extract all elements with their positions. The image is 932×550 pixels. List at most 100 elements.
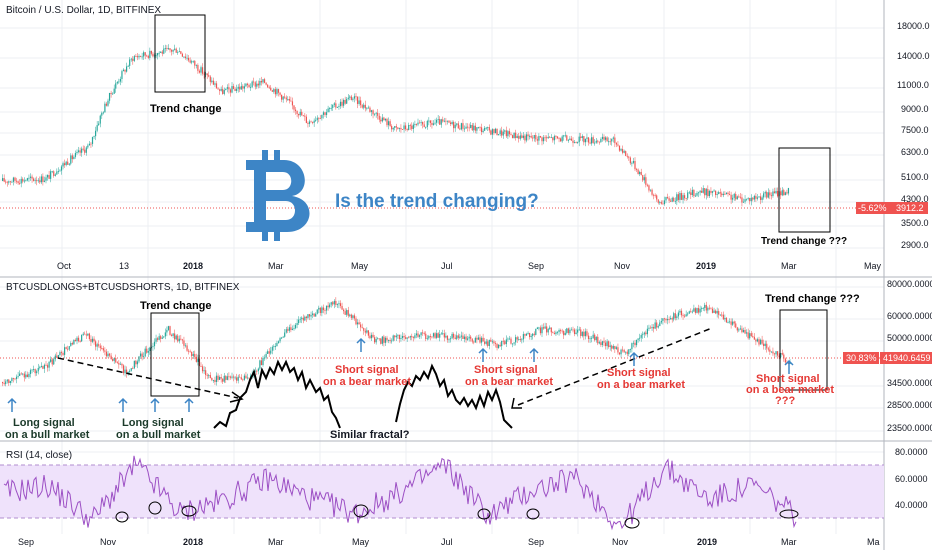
candle-body	[391, 340, 393, 342]
candle-body	[583, 331, 585, 337]
candle-body	[222, 88, 224, 94]
candle-body	[206, 375, 208, 376]
candle-body	[118, 362, 120, 365]
rsi-line	[3, 455, 797, 531]
candle-body	[116, 362, 118, 363]
candle-body	[479, 337, 481, 343]
candle-body	[405, 125, 407, 130]
candle-body	[262, 79, 264, 83]
candle-body	[746, 198, 748, 200]
candle-body	[184, 56, 187, 59]
arrow-up-icon	[629, 351, 639, 366]
candle-body	[496, 128, 498, 136]
candle-body	[99, 115, 101, 124]
candle-body	[387, 339, 390, 341]
btc-candles	[2, 44, 790, 207]
candle-body	[773, 353, 776, 355]
candle-body	[584, 331, 586, 337]
candle-body	[612, 345, 614, 349]
candle-body	[684, 315, 686, 317]
candle-body	[50, 171, 52, 179]
candle-body	[189, 351, 191, 353]
candle-body	[208, 75, 210, 77]
candle-body	[704, 188, 706, 196]
candle-body	[11, 378, 13, 382]
candle-body	[710, 308, 712, 310]
candle-body	[149, 50, 151, 58]
candle-body	[177, 52, 179, 53]
candle-body	[635, 339, 638, 346]
candle-body	[152, 53, 154, 57]
candle-body	[487, 341, 489, 346]
candle-body	[529, 332, 531, 338]
candle-body	[164, 48, 166, 49]
candle-body	[426, 338, 428, 340]
candle-body	[53, 359, 55, 365]
candle-body	[502, 340, 504, 342]
candle-body	[121, 71, 123, 79]
candle-body	[730, 321, 732, 325]
candle-body	[764, 192, 766, 194]
candle-body	[98, 344, 100, 346]
candle-body	[718, 310, 720, 315]
candle-body	[9, 381, 11, 384]
candle-body	[147, 351, 149, 353]
candle-body	[245, 83, 247, 87]
candle-body	[423, 124, 425, 128]
candle-body	[155, 338, 157, 342]
candle-body	[88, 333, 90, 340]
candle-body	[544, 137, 546, 139]
time-tick: Mar	[781, 537, 797, 547]
candle-body	[422, 122, 424, 125]
candle-body	[736, 196, 738, 200]
candle-body	[191, 61, 193, 63]
candle-body	[8, 379, 10, 384]
candle-body	[184, 345, 187, 347]
candle-body	[763, 343, 765, 347]
candle-body	[85, 147, 87, 153]
candle-body	[335, 103, 337, 108]
candle-body	[640, 335, 642, 338]
candle-body	[583, 136, 585, 143]
candle-body	[425, 333, 427, 339]
candle-body	[243, 375, 245, 380]
candle-body	[308, 121, 311, 124]
candle-body	[518, 136, 520, 139]
candle-body	[60, 352, 63, 354]
candle-body	[536, 327, 538, 330]
candle-body	[453, 121, 455, 129]
candle-body	[228, 376, 230, 378]
candle-body	[330, 107, 332, 109]
dashed-trendline-left	[57, 357, 239, 399]
candle-body	[544, 326, 546, 329]
candle-body	[519, 339, 521, 341]
candle-body	[170, 50, 173, 52]
candle-body	[693, 189, 695, 197]
candle-body	[783, 190, 785, 196]
candle-body	[777, 190, 779, 197]
candle-body	[115, 83, 117, 89]
candle-body	[721, 314, 723, 316]
panel3-axis: 80.0000 60.0000 40.0000	[895, 447, 928, 510]
candle-body	[586, 137, 588, 139]
candle-body	[405, 337, 407, 339]
candle-body	[589, 142, 591, 144]
candle-body	[197, 358, 199, 362]
candle-body	[651, 189, 653, 195]
candle-body	[418, 122, 421, 124]
candle-body	[180, 338, 182, 340]
candle-body	[141, 353, 143, 357]
candle-body	[380, 338, 382, 344]
candle-body	[428, 336, 430, 339]
candle-body	[287, 99, 289, 100]
candle-body	[115, 358, 117, 363]
candle-body	[609, 345, 611, 347]
candle-body	[482, 130, 484, 133]
candle-body	[110, 355, 112, 360]
candle-body	[146, 348, 148, 353]
candle-body	[445, 335, 447, 338]
candle-body	[273, 346, 275, 348]
badge-change: -5.62%	[858, 203, 887, 213]
candle-body	[312, 313, 314, 315]
candle-body	[573, 329, 576, 335]
